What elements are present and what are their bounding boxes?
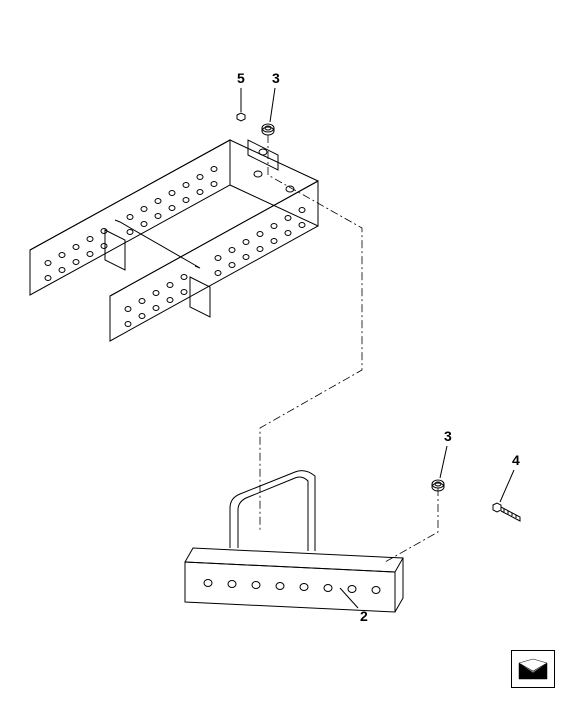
parts-diagram: 5 3 3 4 2 bbox=[0, 0, 567, 700]
bolt bbox=[493, 503, 520, 521]
callout-3-top: 3 bbox=[272, 70, 280, 86]
callout-5: 5 bbox=[237, 70, 245, 86]
upper-frame bbox=[30, 140, 318, 341]
callout-2: 2 bbox=[360, 608, 368, 624]
top-washer bbox=[262, 124, 274, 135]
top-nut bbox=[237, 113, 245, 121]
envelope-icon bbox=[511, 650, 555, 688]
diagram-svg bbox=[0, 0, 567, 700]
callout-3-bottom: 3 bbox=[444, 428, 452, 444]
callout-4: 4 bbox=[512, 452, 520, 468]
lower-bracket bbox=[185, 471, 403, 612]
